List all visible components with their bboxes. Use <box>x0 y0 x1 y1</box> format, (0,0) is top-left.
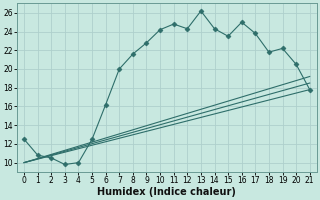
X-axis label: Humidex (Indice chaleur): Humidex (Indice chaleur) <box>98 187 236 197</box>
